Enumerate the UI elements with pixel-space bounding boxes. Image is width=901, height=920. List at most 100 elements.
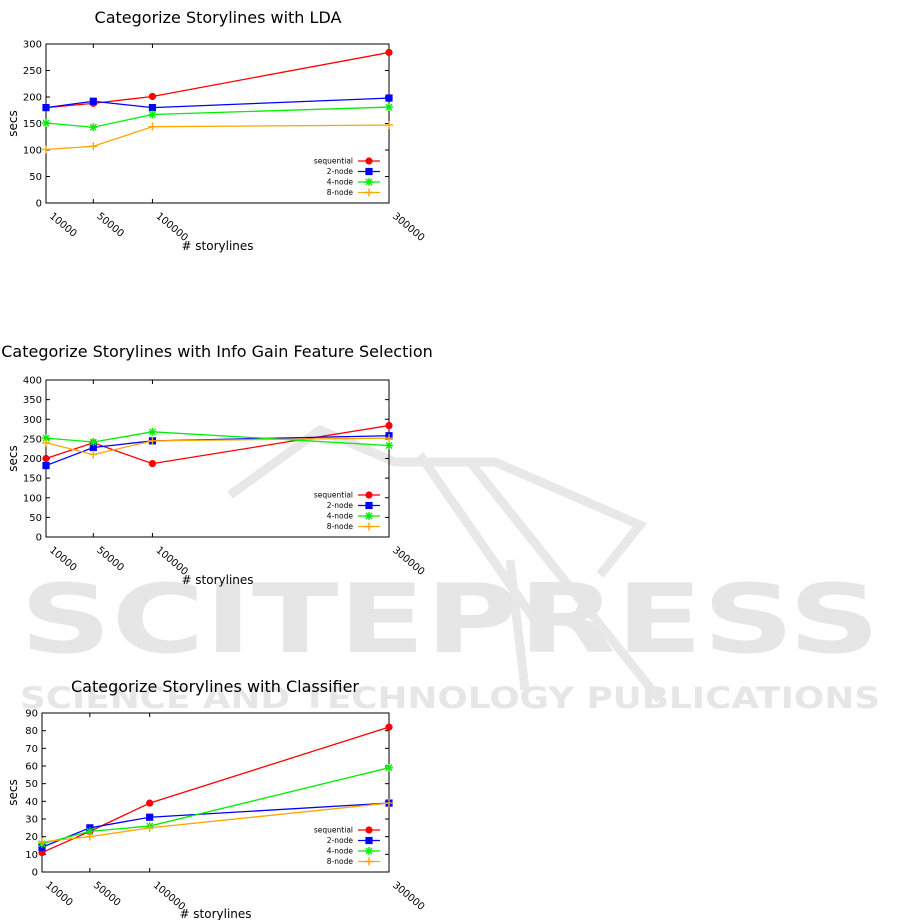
- x-axis-label: # storylines: [179, 907, 251, 920]
- chart-title: Categorize Storylines with Classifier: [71, 677, 359, 696]
- y-tick-label: 350: [23, 395, 42, 406]
- legend-label: 2-node: [327, 167, 354, 176]
- y-tick-label: 10: [25, 850, 38, 861]
- legend-marker-2-node: [365, 501, 373, 510]
- point-2-node: [89, 443, 97, 452]
- point-8-node-shape: [148, 436, 157, 445]
- legend-marker-4-node-shape: [365, 512, 373, 520]
- series-line-4-node: [45, 431, 390, 447]
- y-axis-label: secs: [6, 445, 20, 471]
- x-axis-label: # storylines: [181, 239, 253, 253]
- point-4-node: [385, 103, 393, 112]
- legend-label: 4-node: [327, 847, 354, 856]
- point-sequential: [385, 723, 393, 731]
- y-tick-label: 50: [29, 172, 42, 183]
- legend-marker-8-node-shape: [365, 857, 373, 866]
- legend-label: 8-node: [327, 188, 354, 197]
- legend-marker-sequential: [365, 157, 373, 165]
- classifier-chart: Categorize Storylines with Classifier 0 10…: [6, 677, 426, 920]
- point-8-node: [38, 837, 46, 846]
- point-sequential-shape: [148, 92, 157, 101]
- point-4-node: [42, 434, 50, 443]
- point-sequential: [42, 454, 50, 463]
- y-tick-label: 200: [23, 454, 42, 465]
- point-2-node-shape: [42, 104, 50, 112]
- y-tick-label: 150: [23, 474, 42, 485]
- legend-label: 2-node: [327, 501, 354, 510]
- legend-label: sequential: [314, 157, 353, 166]
- point-8-node-shape: [385, 799, 393, 808]
- legend-marker-8-node-shape: [365, 188, 373, 197]
- point-8-node-shape: [385, 434, 393, 443]
- point-4-node-shape: [42, 118, 50, 127]
- point-sequential: [146, 799, 154, 807]
- point-4-node: [385, 763, 393, 772]
- y-tick-label: 150: [23, 119, 42, 130]
- chart-title: Categorize Storylines with LDA: [95, 8, 342, 27]
- legend-label: sequential: [314, 491, 353, 500]
- point-4-node-shape: [385, 763, 393, 772]
- point-8-node: [148, 436, 157, 445]
- chart-title: Categorize Storylines with Info Gain Fea…: [1, 342, 433, 361]
- y-tick-label: 200: [23, 93, 42, 104]
- y-tick-label: 50: [29, 513, 42, 524]
- point-sequential-shape: [385, 421, 393, 430]
- series-line-4-node: [41, 767, 390, 845]
- point-8-node: [89, 142, 98, 151]
- point-4-node: [42, 118, 50, 127]
- point-8-node-shape: [42, 438, 50, 447]
- series-line-8-node: [45, 124, 390, 151]
- y-tick-label: 300: [23, 40, 42, 51]
- legend-marker-sequential: [365, 826, 373, 834]
- y-tick-label: 80: [25, 726, 38, 737]
- point-2-node-shape: [148, 104, 157, 112]
- y-tick-label: 20: [25, 832, 38, 843]
- y-tick-label: 60: [25, 762, 38, 773]
- y-tick-label: 30: [25, 815, 38, 826]
- point-2-node-shape: [42, 461, 50, 470]
- legend-label: sequential: [314, 826, 353, 835]
- point-2-node-shape: [385, 94, 393, 102]
- point-8-node-shape: [89, 450, 98, 459]
- y-tick-label: 50: [25, 779, 38, 790]
- x-tick-label: 50000: [94, 211, 125, 240]
- point-8-node: [89, 450, 98, 459]
- point-8-node-shape: [148, 122, 157, 131]
- x-tick-label: 50000: [94, 545, 125, 574]
- legend-marker-sequential-shape: [365, 157, 373, 165]
- point-4-node: [148, 110, 157, 119]
- series-line-sequential: [45, 51, 390, 109]
- legend-marker-2-node: [365, 167, 373, 176]
- legend-marker-sequential-shape: [365, 491, 373, 499]
- x-tick-label: 10000: [47, 211, 78, 240]
- watermark-tagline: SCIENCE AND TECHNOLOGY PUBLICATIONS: [20, 681, 880, 715]
- point-8-node-shape: [42, 145, 50, 154]
- x-axis-label: # storylines: [181, 573, 253, 587]
- point-2-node-shape: [89, 97, 97, 105]
- point-sequential: [385, 48, 393, 57]
- point-8-node-shape: [85, 832, 94, 841]
- point-4-node-shape: [148, 427, 157, 436]
- y-tick-label: 100: [23, 146, 42, 157]
- y-tick-label: 300: [23, 415, 42, 426]
- x-tick-label: 10000: [43, 880, 74, 909]
- point-2-node: [146, 813, 154, 821]
- x-tick-label: 10000: [47, 545, 78, 574]
- point-2-node-shape: [89, 443, 97, 452]
- series-line-8-node: [41, 802, 390, 843]
- series-line-sequential: [41, 726, 390, 854]
- legend-label: 8-node: [327, 857, 354, 866]
- y-tick-label: 400: [23, 376, 42, 387]
- point-sequential-shape: [42, 454, 50, 463]
- point-4-node: [89, 123, 98, 132]
- legend-marker-8-node: [365, 188, 373, 197]
- legend-marker-2-node-shape: [365, 501, 373, 510]
- point-8-node: [42, 145, 50, 154]
- point-4-node-shape: [89, 438, 98, 447]
- legend-marker-8-node: [365, 857, 373, 866]
- legend-label: 2-node: [327, 836, 354, 845]
- legend-marker-4-node: [365, 178, 373, 186]
- y-axis-label: secs: [6, 779, 20, 805]
- legend-marker-4-node: [365, 512, 373, 520]
